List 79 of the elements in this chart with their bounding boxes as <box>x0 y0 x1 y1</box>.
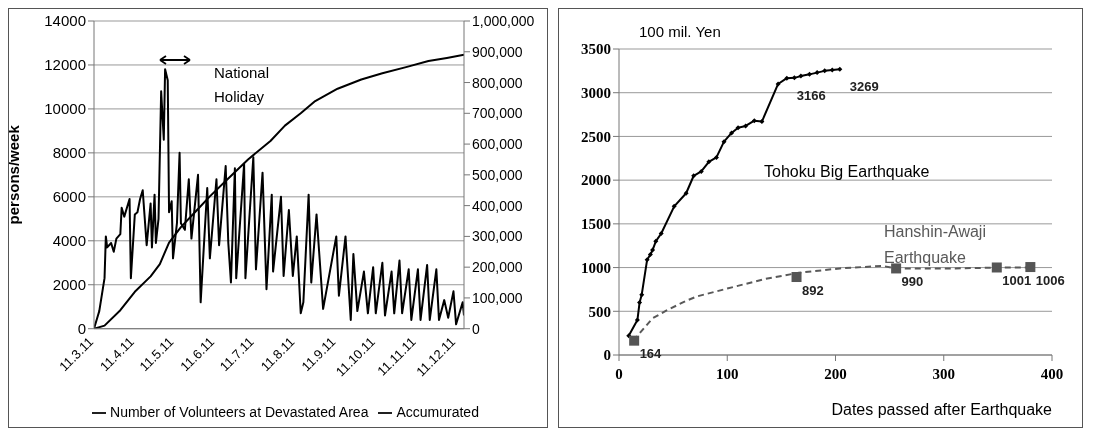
y-tick-label: 6000 <box>52 188 86 206</box>
data-label: 990 <box>901 273 924 289</box>
y2-tick-label: 100,000 <box>472 289 523 306</box>
series-label: Hanshin-Awaji Earthquake <box>884 222 987 268</box>
data-label: 3166 <box>796 88 826 104</box>
data-label: 892 <box>802 282 824 298</box>
x-axis-title: Dates passed after Earthquake <box>831 401 1053 418</box>
point <box>1025 262 1036 273</box>
y-tick-label: 2000 <box>581 172 611 189</box>
y-tick-label: 4000 <box>52 232 86 250</box>
y2-tick-label: 500,000 <box>472 166 523 183</box>
y-tick-label: 3500 <box>581 41 611 58</box>
point <box>784 75 790 81</box>
point <box>735 125 741 131</box>
x-tick-label: 200 <box>824 366 847 382</box>
y2-tick-label: 200,000 <box>472 259 523 276</box>
y-axis-title: 100 mil. Yen <box>639 23 721 40</box>
legend-label: Accumurated <box>396 403 479 420</box>
y-tick-label: 2000 <box>52 276 86 294</box>
point <box>658 230 664 236</box>
y-tick-label: 0 <box>77 320 86 338</box>
data-label: 164 <box>639 346 663 362</box>
point <box>791 272 802 283</box>
y2-tick-label: 300,000 <box>472 228 523 245</box>
point <box>829 67 835 73</box>
point <box>713 154 719 160</box>
y-tick-label: 8000 <box>52 144 86 162</box>
x-tick-label: 0 <box>615 366 623 382</box>
point <box>653 238 659 244</box>
point <box>629 335 640 346</box>
point <box>759 119 765 125</box>
point <box>822 68 828 74</box>
y-tick-label: 3000 <box>581 85 611 102</box>
y2-tick-label: 1,000,000 <box>472 12 535 29</box>
point <box>634 317 640 323</box>
y-tick-label: 2500 <box>581 128 611 145</box>
point <box>791 75 797 81</box>
y-axis-title: persons/week <box>5 124 23 225</box>
point <box>647 251 653 257</box>
point <box>751 118 757 124</box>
point <box>837 66 843 72</box>
y-tick-label: 12000 <box>44 56 86 74</box>
data-label: 3269 <box>849 79 879 95</box>
point <box>698 168 704 174</box>
x-tick-label: 100 <box>716 366 739 382</box>
point <box>691 173 697 179</box>
y2-tick-label: 600,000 <box>472 136 523 153</box>
y2-tick-label: 400,000 <box>472 197 523 214</box>
point <box>683 190 689 196</box>
y-tick-label: 500 <box>588 303 611 320</box>
y2-tick-label: 0 <box>472 320 480 337</box>
y2-tick-label: 900,000 <box>472 43 523 60</box>
point <box>721 139 727 145</box>
y2-tick-label: 800,000 <box>472 74 523 91</box>
legend-label: Number of Volunteers at Devastated Area <box>110 403 369 420</box>
text: Tohoku Big Earthquake <box>764 162 931 182</box>
point <box>814 70 820 76</box>
y-tick-label: 10000 <box>44 100 86 118</box>
point <box>650 247 656 253</box>
point <box>991 262 1002 273</box>
data-label: 1006 <box>1035 272 1065 288</box>
x-tick-label: 400 <box>1040 366 1064 382</box>
point <box>743 123 749 129</box>
point <box>671 203 677 209</box>
point <box>639 292 645 298</box>
point <box>807 71 813 77</box>
y2-tick-label: 700,000 <box>472 105 523 122</box>
point <box>729 130 735 136</box>
point <box>706 159 712 165</box>
point <box>644 257 650 263</box>
y-tick-label: 1500 <box>581 216 611 233</box>
data-label: 1001 <box>1002 272 1032 288</box>
y-tick-label: 1000 <box>581 259 611 276</box>
point <box>775 81 781 87</box>
annotation: National Holiday <box>214 63 271 107</box>
point <box>637 300 643 306</box>
point <box>798 73 804 79</box>
y-tick-label: 14000 <box>44 12 86 30</box>
x-tick-label: 300 <box>932 366 955 382</box>
